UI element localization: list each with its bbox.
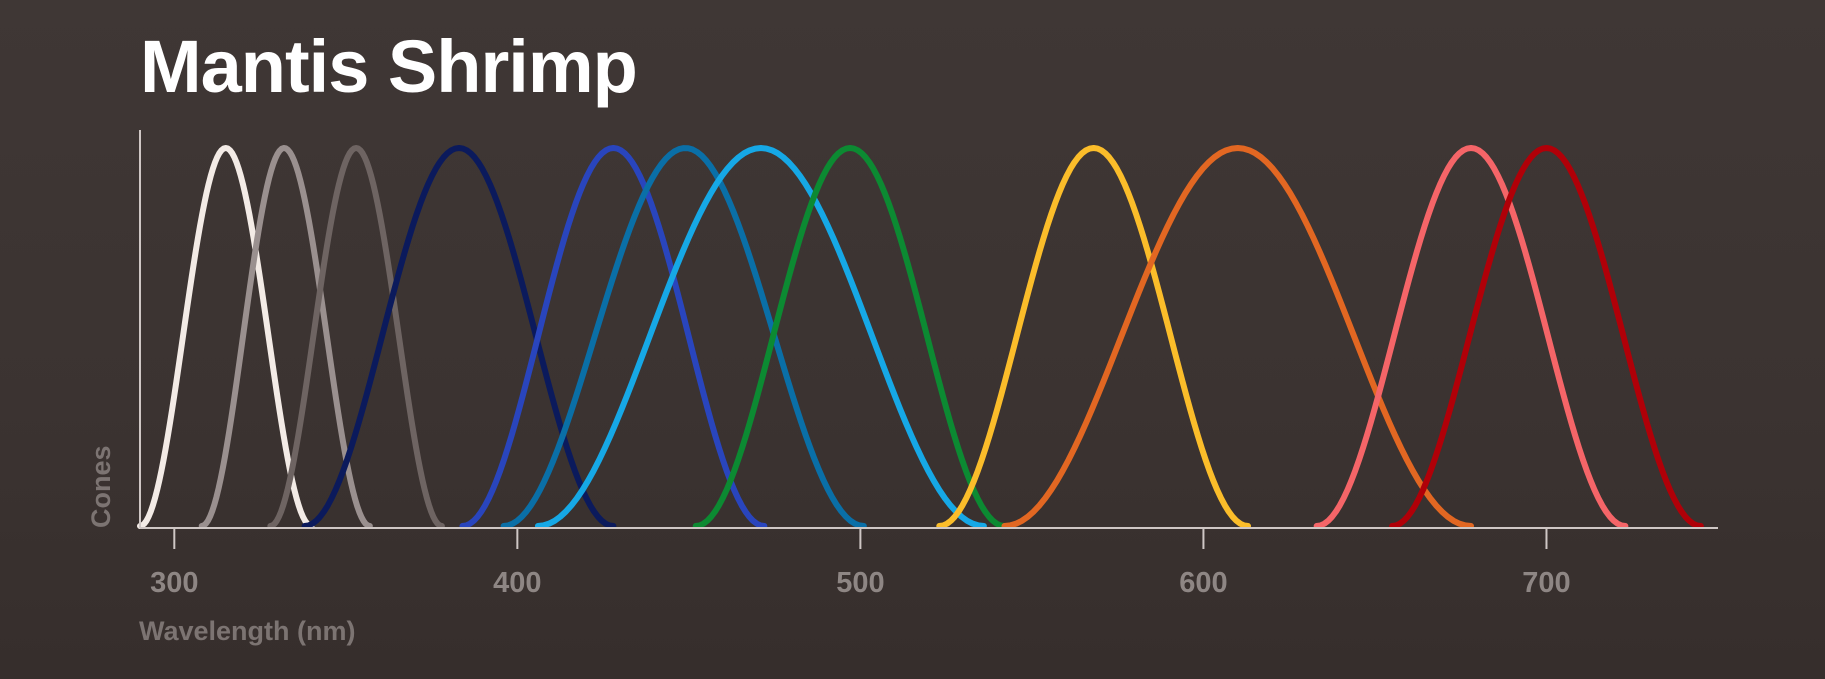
cone-curve-428 [459,145,768,529]
y-axis-label: Cones [86,445,116,528]
chart-title: Mantis Shrimp [140,25,638,108]
x-axis-label: Wavelength (nm) [139,616,356,646]
x-tick-label-600: 600 [1179,567,1227,599]
cone-curve-332 [198,145,373,529]
cone-curve-700 [1389,145,1704,529]
sensitivity-curves [137,145,1704,529]
cone-curve-678 [1313,145,1629,529]
cone-curve-449 [500,145,867,529]
cone-curve-568 [936,145,1252,529]
cone-curve-315 [137,145,315,529]
x-tick-label-700: 700 [1522,567,1570,599]
cone-curve-497 [692,145,1008,529]
cone-curve-353 [267,145,445,529]
x-tick-label-500: 500 [836,567,884,599]
x-axis-ticks: 300 400 500 600 700 [150,528,1571,599]
cone-curve-610 [1001,145,1475,529]
x-tick-label-300: 300 [150,567,198,599]
x-tick-label-400: 400 [493,567,541,599]
cone-curve-471 [534,145,987,529]
